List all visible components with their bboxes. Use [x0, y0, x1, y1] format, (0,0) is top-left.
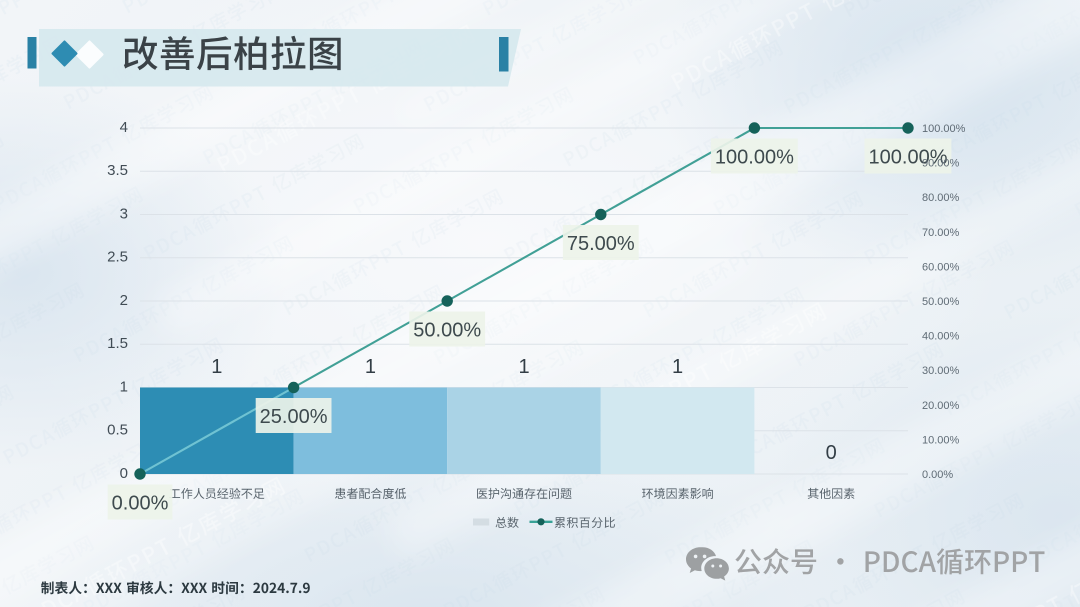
svg-text:1: 1 [120, 378, 128, 395]
svg-text:3: 3 [120, 205, 128, 222]
svg-text:40.00%: 40.00% [922, 331, 960, 343]
svg-text:90.00%: 90.00% [922, 158, 960, 170]
svg-text:1: 1 [518, 356, 529, 378]
svg-text:10.00%: 10.00% [922, 434, 960, 446]
svg-text:50.00%: 50.00% [413, 320, 481, 342]
svg-text:1: 1 [211, 356, 222, 378]
svg-text:25.00%: 25.00% [260, 406, 328, 428]
svg-text:0.00%: 0.00% [922, 469, 953, 481]
svg-text:1: 1 [365, 356, 376, 378]
svg-text:0: 0 [120, 465, 128, 482]
svg-text:60.00%: 60.00% [922, 261, 960, 273]
svg-text:4: 4 [120, 119, 128, 136]
svg-text:20.00%: 20.00% [922, 400, 960, 412]
svg-text:0: 0 [826, 442, 837, 464]
svg-text:100.00%: 100.00% [715, 147, 794, 169]
svg-text:1.5: 1.5 [107, 335, 128, 352]
svg-text:0.00%: 0.00% [112, 493, 169, 515]
svg-text:100.00%: 100.00% [922, 123, 966, 135]
svg-text:75.00%: 75.00% [567, 233, 635, 255]
svg-text:1: 1 [672, 356, 683, 378]
svg-text:70.00%: 70.00% [922, 227, 960, 239]
svg-text:80.00%: 80.00% [922, 192, 960, 204]
svg-text:100.00%: 100.00% [869, 147, 948, 169]
svg-text:2.5: 2.5 [107, 249, 128, 266]
svg-text:50.00%: 50.00% [922, 296, 960, 308]
svg-text:0.5: 0.5 [107, 422, 128, 439]
svg-text:2: 2 [120, 292, 128, 309]
svg-text:3.5: 3.5 [107, 162, 128, 179]
svg-text:30.00%: 30.00% [922, 365, 960, 377]
